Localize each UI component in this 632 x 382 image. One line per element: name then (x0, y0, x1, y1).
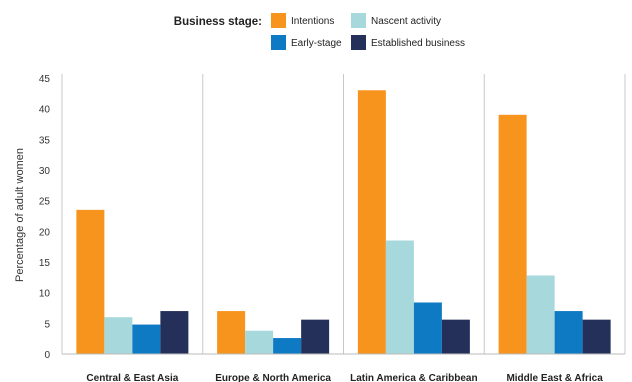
legend-label-established-business: Established business (371, 38, 465, 49)
bar-intentions-middle-east-and-africa (498, 114, 527, 354)
x-tick-label: Middle East & Africa (506, 373, 603, 382)
bar-early-stage-middle-east-and-africa (554, 311, 583, 354)
y-tick-label: 45 (39, 74, 51, 85)
legend: Business stage: Intentions Nascent activi… (174, 13, 465, 50)
bar-early-stage-europe-and-north-america (273, 338, 302, 354)
x-tick-label: Central & East Asia (86, 373, 178, 382)
panel-dividers (61, 74, 626, 354)
y-tick-label: 10 (39, 289, 51, 300)
x-tick-label: Latin America & Caribbean (350, 373, 477, 382)
legend-swatch-early-stage (271, 35, 286, 50)
bar-nascent-activity-middle-east-and-africa (526, 275, 555, 354)
legend-label-nascent-activity: Nascent activity (371, 16, 441, 27)
y-axis: 0 5 10 15 20 25 30 35 40 45 (39, 74, 51, 361)
legend-swatch-nascent-activity (351, 13, 366, 28)
legend-title: Business stage: (174, 16, 262, 28)
y-tick-label: 20 (39, 227, 51, 238)
bar-established-business-latin-america-and-caribbean (441, 319, 470, 354)
y-tick-label: 30 (39, 166, 51, 177)
legend-label-early-stage: Early-stage (291, 38, 342, 49)
bar-established-business-central-and-east-asia (160, 311, 189, 354)
bar-nascent-activity-central-and-east-asia (104, 317, 133, 354)
bar-nascent-activity-latin-america-and-caribbean (385, 240, 414, 354)
bar-established-business-europe-and-north-america (301, 319, 330, 354)
bar-nascent-activity-europe-and-north-america (245, 330, 274, 354)
bar-intentions-europe-and-north-america (217, 311, 246, 354)
y-tick-label: 5 (44, 319, 50, 330)
y-tick-label: 0 (44, 350, 50, 361)
bar-intentions-latin-america-and-caribbean (357, 90, 386, 355)
bar-early-stage-latin-america-and-caribbean (413, 302, 442, 354)
y-tick-label: 15 (39, 258, 51, 269)
legend-label-intentions: Intentions (291, 16, 334, 27)
x-axis-labels: Central & East Asia Europe & North Americ… (86, 373, 603, 382)
bar-intentions-central-and-east-asia (76, 209, 105, 354)
bar-established-business-middle-east-and-africa (582, 319, 611, 354)
legend-swatch-established-business (351, 35, 366, 50)
y-tick-label: 40 (39, 105, 51, 116)
x-tick-label: Europe & North America (215, 373, 331, 382)
y-tick-label: 25 (39, 197, 51, 208)
legend-swatch-intentions (271, 13, 286, 28)
y-tick-label: 35 (39, 135, 51, 146)
bar-early-stage-central-and-east-asia (132, 324, 161, 354)
y-axis-title: Percentage of adult women (14, 148, 26, 282)
bars (76, 90, 611, 355)
